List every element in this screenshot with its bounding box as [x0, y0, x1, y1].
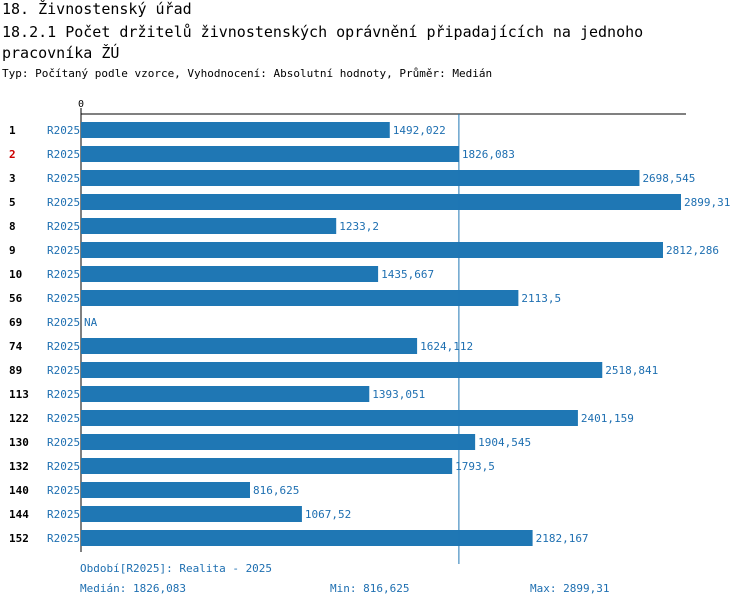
category-label: 10	[9, 268, 22, 281]
series-code-label: R2025	[47, 148, 80, 161]
bar	[81, 458, 453, 474]
series-code-label: R2025	[47, 508, 80, 521]
series-code-label: R2025	[47, 412, 80, 425]
bar	[81, 362, 603, 378]
category-label: 69	[9, 316, 22, 329]
bar	[81, 410, 578, 426]
category-label: 130	[9, 436, 29, 449]
category-label: 152	[9, 532, 29, 545]
value-label: 1492,022	[393, 124, 446, 137]
value-label: 2518,841	[605, 364, 658, 377]
series-code-label: R2025	[47, 436, 80, 449]
value-label: 2812,286	[666, 244, 719, 257]
category-label: 89	[9, 364, 22, 377]
bar	[81, 170, 640, 186]
series-code-label: R2025	[47, 196, 80, 209]
value-label: 816,625	[253, 484, 299, 497]
value-label: 1233,2	[339, 220, 379, 233]
bar	[81, 386, 370, 402]
value-label: 2113,5	[521, 292, 561, 305]
series-code-label: R2025	[47, 244, 80, 257]
series-code-label: R2025	[47, 292, 80, 305]
footer-median: Medián: 1826,083	[80, 582, 186, 595]
value-label: 1624,112	[420, 340, 473, 353]
category-label: 9	[9, 244, 16, 257]
axis-zero-label: 0	[78, 99, 84, 110]
value-label: 1435,667	[381, 268, 434, 281]
bar	[81, 530, 533, 546]
bar	[81, 266, 379, 282]
bar	[81, 434, 476, 450]
series-code-label: R2025	[47, 220, 80, 233]
value-label: 2182,167	[536, 532, 589, 545]
category-label: 132	[9, 460, 29, 473]
category-label: 1	[9, 124, 16, 137]
value-label: 1826,083	[462, 148, 515, 161]
value-label: 2698,545	[642, 172, 695, 185]
bar	[81, 338, 418, 354]
value-label: 2899,31	[684, 196, 730, 209]
category-label: 113	[9, 388, 29, 401]
value-label: NA	[84, 316, 98, 329]
bar	[81, 194, 681, 210]
category-label: 3	[9, 172, 16, 185]
category-label: 144	[9, 508, 29, 521]
chart-subtitle: 18.2.1 Počet držitelů živnostenských opr…	[2, 23, 644, 62]
bar	[81, 146, 459, 162]
series-code-label: R2025	[47, 484, 80, 497]
footer-min: Min: 816,625	[330, 582, 410, 595]
category-label: 56	[9, 292, 23, 305]
bar	[81, 242, 663, 258]
series-code-label: R2025	[47, 532, 80, 545]
value-label: 2401,159	[581, 412, 634, 425]
bar	[81, 122, 390, 138]
page-title: 18. Živnostenský úřad	[2, 0, 192, 18]
series-code-label: R2025	[47, 316, 80, 329]
category-label: 122	[9, 412, 29, 425]
series-code-label: R2025	[47, 124, 80, 137]
bar	[81, 482, 250, 498]
chart-type-line: Typ: Počítaný podle vzorce, Vyhodnocení:…	[2, 67, 493, 80]
series-code-label: R2025	[47, 460, 80, 473]
category-label: 2	[9, 148, 16, 161]
value-label: 1904,545	[478, 436, 531, 449]
category-label: 8	[9, 220, 16, 233]
bar	[81, 218, 337, 234]
footer-period: Období[R2025]: Realita - 2025	[80, 562, 273, 575]
footer-max: Max: 2899,31	[530, 582, 610, 595]
category-label: 140	[9, 484, 29, 497]
series-code-label: R2025	[47, 340, 80, 353]
bar	[81, 506, 302, 522]
bar	[81, 290, 519, 306]
series-code-label: R2025	[47, 364, 80, 377]
series-code-label: R2025	[47, 388, 80, 401]
value-label: 1393,051	[372, 388, 425, 401]
series-code-label: R2025	[47, 268, 80, 281]
category-label: 5	[9, 196, 16, 209]
category-label: 74	[9, 340, 23, 353]
value-label: 1793,5	[455, 460, 495, 473]
value-label: 1067,52	[305, 508, 351, 521]
series-code-label: R2025	[47, 172, 80, 185]
